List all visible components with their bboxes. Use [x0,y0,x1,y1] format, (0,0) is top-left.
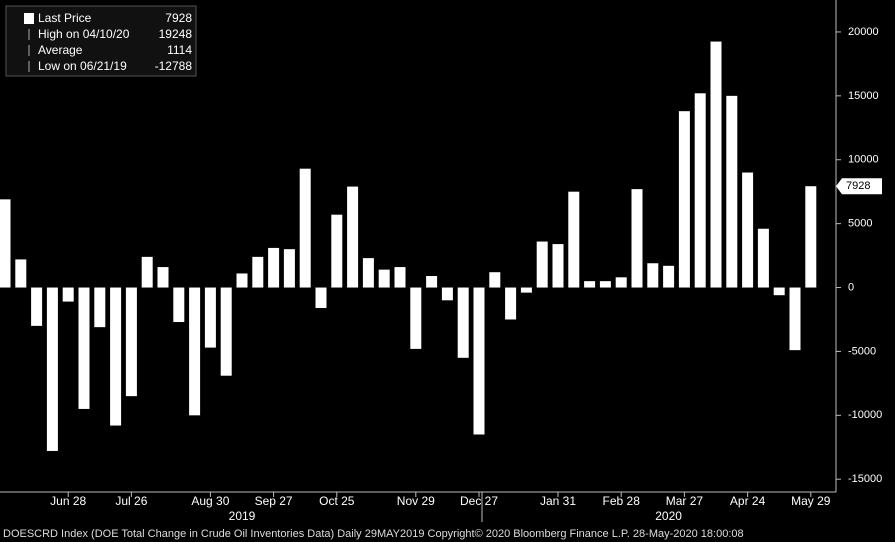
bar [568,191,580,288]
bar [599,281,611,288]
bar [457,287,469,358]
bar [678,111,690,288]
legend-value: 19248 [159,27,193,41]
x-tick-label: Sep 27 [255,494,293,508]
bar [694,93,706,288]
bar [647,263,659,288]
x-tick-label: May 29 [791,494,831,508]
legend-value: -12788 [155,59,193,73]
bar [552,244,564,288]
legend-box [5,5,197,77]
bar [15,259,27,288]
bar [31,287,43,326]
bar [362,258,374,288]
y-tick-label: 0 [848,281,854,293]
last-value-label: 7928 [846,180,870,192]
bar [220,287,232,376]
y-tick-label: -15000 [848,473,882,485]
bar [347,186,359,288]
bar [742,172,754,288]
x-tick-label: Aug 30 [191,494,229,508]
y-tick-label: -10000 [848,409,882,421]
bar [299,168,311,288]
x-tick-label: Nov 29 [397,494,435,508]
bar [505,287,517,320]
bar [426,276,438,288]
bar [394,267,406,288]
x-tick-label: Feb 28 [603,494,641,508]
bar [805,186,817,288]
bar [757,228,769,288]
bar [268,247,280,288]
bar [173,287,185,323]
x-tick-label: Dec 27 [460,494,498,508]
bar [331,214,343,288]
bar [615,277,627,288]
bar [0,199,11,288]
bar [489,272,501,288]
year-label: 2020 [655,509,682,523]
bar [204,287,216,348]
bar [584,281,596,288]
bar [631,189,643,288]
bar [236,273,248,288]
bar [663,265,675,288]
x-tick-label: Jun 28 [50,494,86,508]
y-tick-label: 20000 [848,26,879,38]
bar [726,95,738,288]
bar [441,287,453,301]
bar [94,287,106,328]
bar [62,287,74,302]
bar [710,41,722,288]
bar [378,269,390,288]
bar [315,287,327,308]
y-tick-label: 5000 [848,218,872,230]
bar [283,249,295,288]
year-label: 2019 [229,509,256,523]
legend-value: 1114 [167,43,192,57]
legend-label: Last Price [38,11,92,25]
bar [473,287,485,435]
legend-label: High on 04/10/20 [38,27,130,41]
bar [157,267,169,288]
bar [110,287,122,426]
last-value-tag [836,178,882,195]
bar [773,287,785,296]
legend-label: Average [38,43,83,57]
x-tick-label: Apr 24 [730,494,766,508]
y-tick-label: -5000 [848,345,876,357]
bar [536,241,548,288]
x-tick-label: Mar 27 [666,494,704,508]
legend-label: Low on 06/21/19 [38,59,127,73]
x-tick-label: Jan 31 [540,494,576,508]
x-tick-label: Oct 25 [319,494,355,508]
y-tick-label: 15000 [848,90,879,102]
x-tick-label: Jul 26 [115,494,147,508]
legend-swatch [24,13,34,24]
bar [410,287,422,349]
bar [189,287,201,416]
bar [789,287,801,351]
bar [46,287,58,451]
footer: DOESCRD Index (DOE Total Change in Crude… [3,528,744,540]
bar [252,256,264,288]
bar [78,287,90,409]
legend-value: 7928 [165,11,192,25]
bar [125,287,137,397]
y-tick-label: 10000 [848,154,879,166]
bar [520,287,532,293]
bar [141,256,153,288]
